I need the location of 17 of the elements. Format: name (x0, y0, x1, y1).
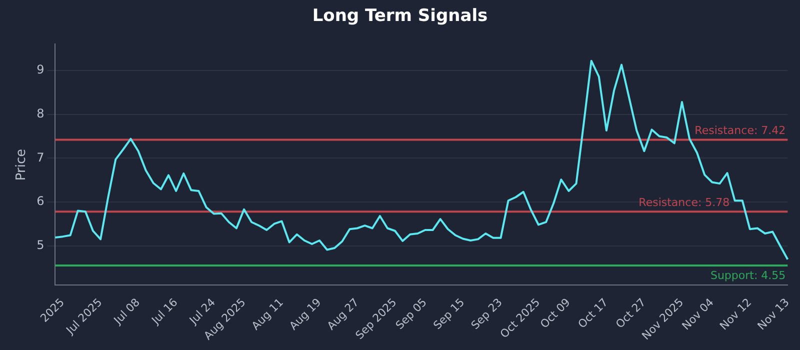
x-tick-label: Oct 17 (576, 296, 611, 331)
y-tick-label: 8 (36, 106, 44, 120)
chart-title: Long Term Signals (311, 5, 489, 28)
x-tick-label: Jul 16 (148, 296, 180, 328)
y-tick-label: 7 (36, 150, 44, 164)
x-tick-label: Aug 11 (249, 296, 286, 333)
y-axis-title: Price (14, 148, 30, 181)
y-tick-label: 6 (36, 194, 44, 208)
x-tick-label: Oct 27 (613, 296, 648, 331)
y-tick-label: 9 (36, 62, 44, 77)
x-tick-label: Jul 08 (110, 296, 142, 328)
x-tick-label: Sep 15 (430, 296, 468, 332)
ref-line-label: Support: 4.55 (710, 268, 786, 282)
ref-line-label: Resistance: 5.78 (638, 196, 730, 209)
ref-line-label: Resistance: 7.42 (694, 124, 786, 138)
y-tick-label: 5 (36, 238, 44, 252)
x-tick-label: Oct 09 (538, 296, 573, 331)
